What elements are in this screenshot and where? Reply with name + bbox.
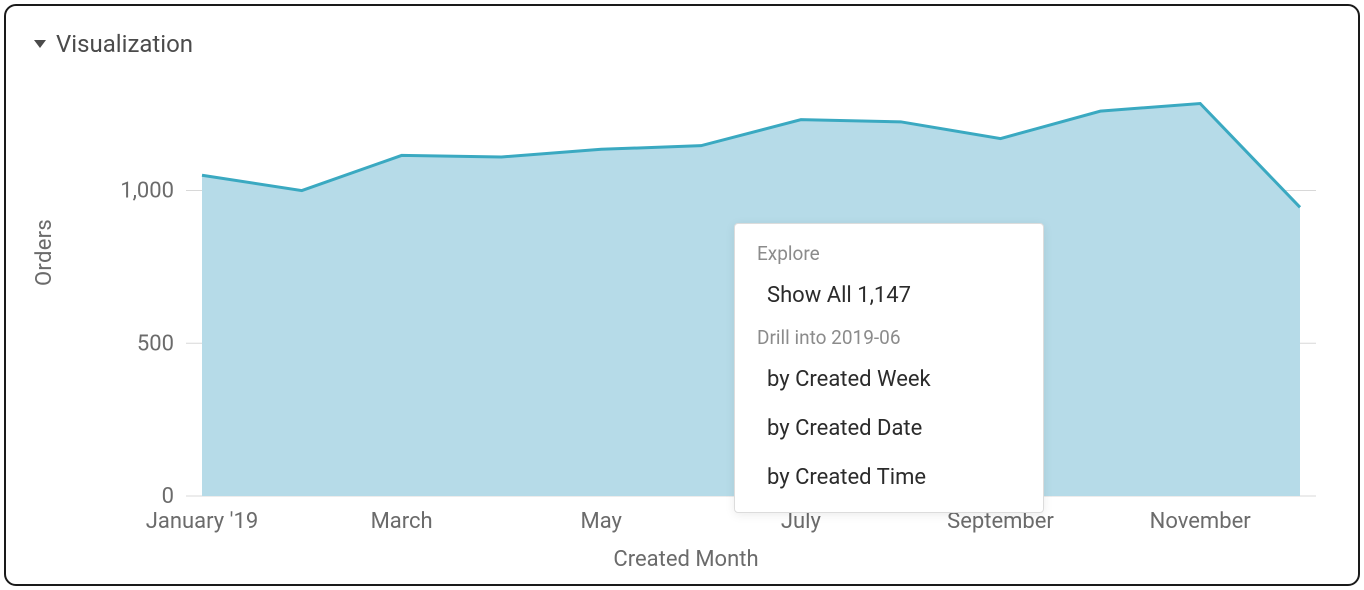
- drill-menu-item[interactable]: by Created Time: [735, 453, 1043, 502]
- panel-header[interactable]: Visualization: [34, 30, 193, 58]
- chart-container: Orders Created Month 05001,000January '1…: [36, 66, 1336, 576]
- svg-text:January '19: January '19: [146, 509, 258, 534]
- drill-menu-item[interactable]: by Created Date: [735, 404, 1043, 453]
- svg-text:0: 0: [162, 484, 174, 509]
- drill-section-label: Drill into 2019-06: [735, 320, 1043, 355]
- drill-menu-item[interactable]: by Created Week: [735, 355, 1043, 404]
- svg-text:March: March: [371, 509, 433, 534]
- collapse-icon: [34, 40, 46, 48]
- drill-section-label: Explore: [735, 236, 1043, 271]
- drill-menu: ExploreShow All 1,147Drill into 2019-06b…: [734, 223, 1044, 513]
- svg-text:500: 500: [137, 331, 174, 356]
- svg-text:November: November: [1150, 509, 1252, 534]
- svg-text:May: May: [581, 509, 623, 534]
- drill-menu-item[interactable]: Show All 1,147: [735, 271, 1043, 320]
- y-axis-label: Orders: [32, 219, 57, 286]
- visualization-panel: Visualization Orders Created Month 0 500 1…: [4, 4, 1360, 586]
- panel-title: Visualization: [56, 30, 193, 58]
- x-axis-label: Created Month: [36, 547, 1336, 572]
- svg-text:1,000: 1,000: [120, 179, 174, 204]
